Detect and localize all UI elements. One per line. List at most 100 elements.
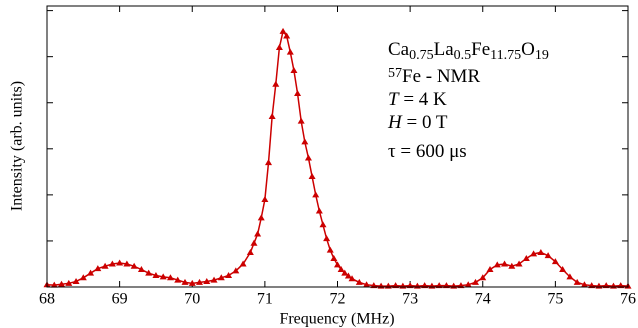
marker — [225, 271, 233, 278]
marker — [250, 239, 258, 246]
marker — [530, 250, 538, 257]
marker — [116, 259, 124, 266]
x-tick-label: 72 — [330, 291, 346, 308]
marker — [79, 274, 87, 281]
marker — [50, 281, 58, 288]
annotation: H = 0 T — [387, 112, 448, 133]
marker — [145, 269, 153, 276]
marker — [159, 273, 167, 280]
marker — [72, 277, 80, 284]
annotation: 57Fe - NMR — [388, 66, 480, 87]
marker — [87, 269, 95, 276]
annotation-run: 11.75 — [490, 48, 521, 63]
x-tick-label: 70 — [184, 291, 200, 308]
marker — [330, 254, 338, 261]
annotation: Ca0.75La0.5Fe11.75O19 — [388, 39, 549, 63]
marker — [203, 277, 211, 284]
annotation-run: 19 — [535, 48, 549, 63]
marker — [275, 43, 283, 50]
marker — [268, 113, 276, 120]
marker — [290, 66, 298, 73]
marker — [566, 273, 574, 280]
marker — [232, 267, 240, 274]
x-tick-label: 68 — [39, 291, 55, 308]
marker — [101, 262, 109, 269]
x-tick-label: 76 — [620, 291, 636, 308]
marker — [261, 195, 269, 202]
x-tick-label: 71 — [257, 291, 273, 308]
annotation-run: Ca — [388, 39, 410, 60]
annotation-run: T — [388, 89, 400, 110]
marker — [196, 278, 204, 285]
marker — [501, 260, 509, 267]
marker — [544, 252, 552, 259]
marker — [166, 274, 174, 281]
marker — [344, 272, 352, 279]
marker — [217, 274, 225, 281]
marker — [283, 32, 291, 39]
annotation-run: 0.75 — [409, 48, 434, 63]
marker — [348, 275, 356, 282]
marker — [58, 280, 66, 287]
marker — [257, 214, 265, 221]
marker — [515, 260, 523, 267]
marker — [94, 265, 102, 272]
data-line — [46, 29, 629, 287]
marker — [537, 248, 545, 255]
marker — [471, 278, 479, 285]
marker — [279, 27, 287, 34]
marker — [559, 265, 567, 272]
x-tick-label: 69 — [112, 291, 128, 308]
annotation-run: = 4 K — [399, 89, 447, 110]
x-axis-label: Frequency (MHz) — [279, 311, 394, 328]
marker — [486, 265, 494, 272]
annotation-run: τ = 600 μs — [388, 141, 467, 162]
marker — [312, 191, 320, 198]
marker — [363, 281, 371, 288]
marker — [130, 262, 138, 269]
x-tick-label: 73 — [402, 291, 418, 308]
marker — [337, 265, 345, 272]
annotation: τ = 600 μs — [388, 141, 467, 162]
marker — [580, 281, 588, 288]
marker — [323, 235, 331, 242]
marker — [286, 48, 294, 55]
marker — [108, 260, 116, 267]
y-axis-label: Intensity (arb. units) — [9, 81, 26, 211]
marker — [493, 261, 501, 268]
marker — [181, 278, 189, 285]
marker — [174, 276, 182, 283]
annotation-run: H — [387, 112, 403, 133]
annotation-run: 0.5 — [454, 48, 472, 63]
marker — [315, 207, 323, 214]
annotation-run: = 0 T — [402, 112, 448, 133]
marker — [294, 90, 302, 97]
plot-frame — [46, 5, 629, 288]
marker — [326, 246, 334, 253]
marker — [239, 260, 247, 267]
annotation-run: La — [434, 39, 455, 60]
marker — [210, 276, 218, 283]
annotation: T = 4 K — [388, 89, 447, 110]
marker — [188, 279, 196, 286]
marker — [464, 281, 472, 288]
marker — [508, 262, 516, 269]
marker — [272, 80, 280, 87]
marker — [297, 117, 305, 124]
marker — [304, 154, 312, 161]
marker — [123, 260, 131, 267]
marker — [301, 138, 309, 145]
marker — [355, 278, 363, 285]
marker — [522, 254, 530, 261]
annotation-run: 57 — [388, 66, 402, 81]
marker — [65, 279, 73, 286]
annotation-run: Fe — [471, 39, 490, 60]
marker — [254, 230, 262, 237]
marker — [341, 269, 349, 276]
marker — [308, 172, 316, 179]
marker — [265, 159, 273, 166]
marker — [334, 261, 341, 268]
annotation-run: Fe - NMR — [402, 66, 480, 87]
marker — [246, 248, 254, 255]
